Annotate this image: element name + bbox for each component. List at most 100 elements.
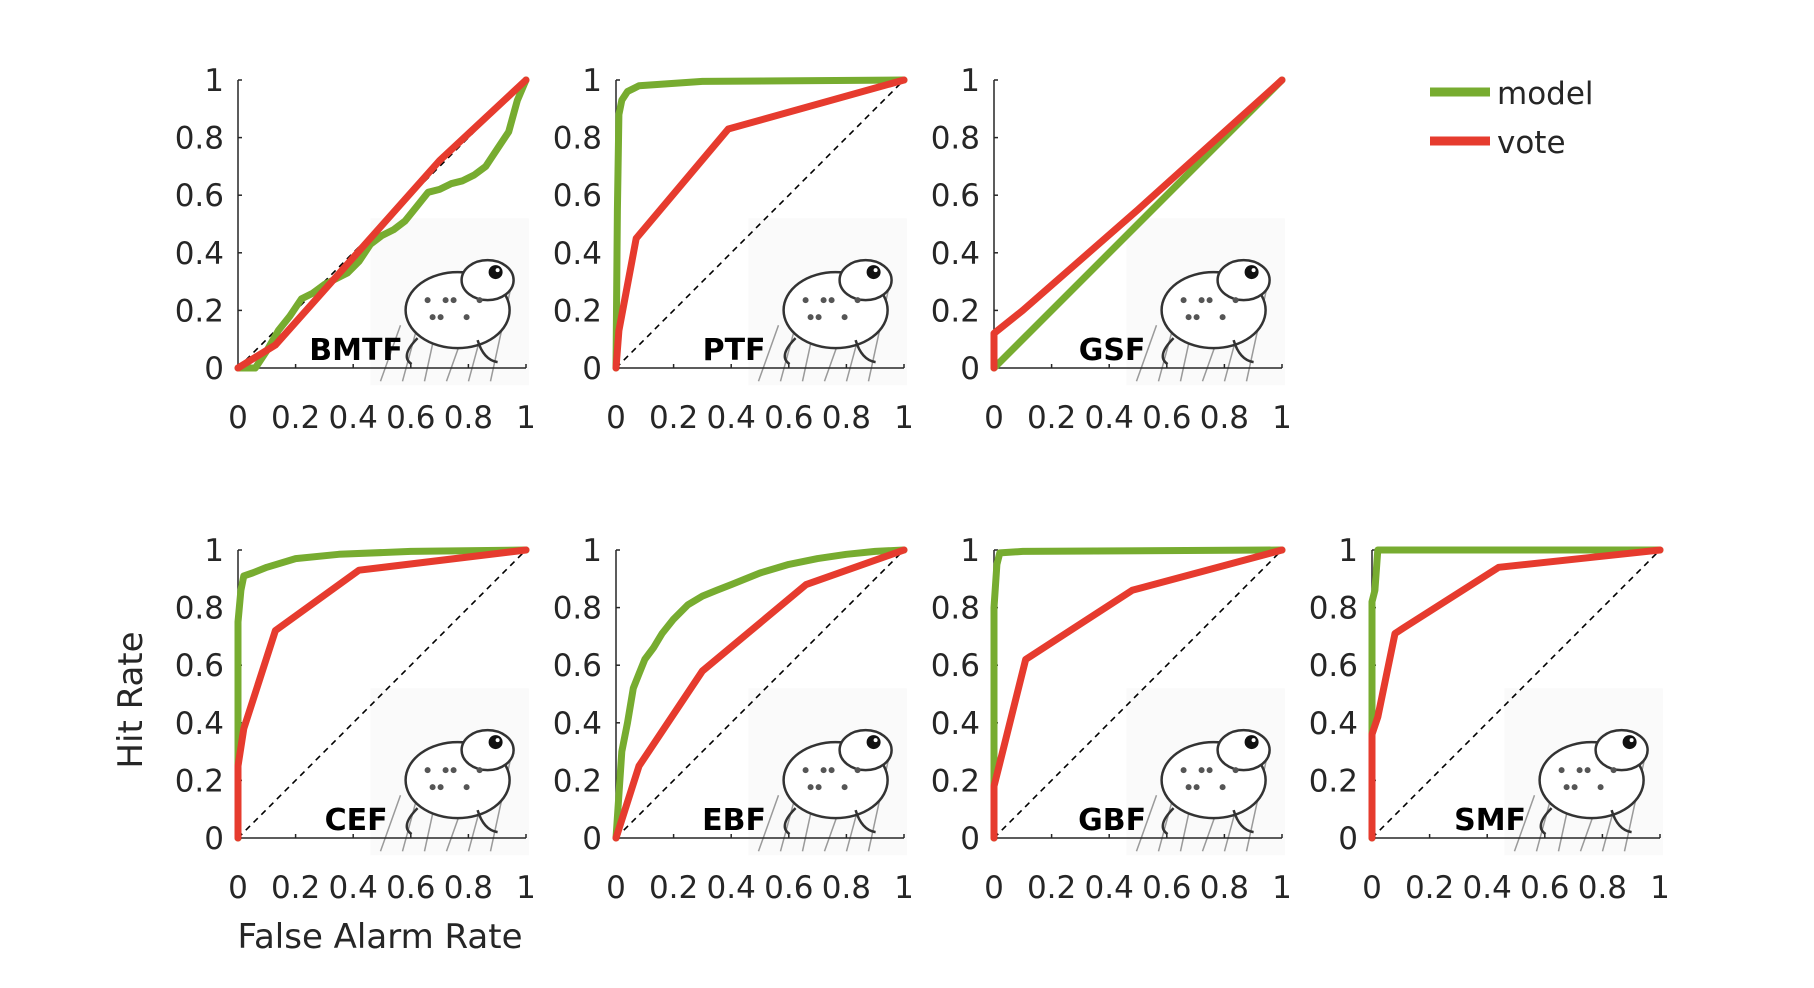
x-tick-label: 0.6 — [764, 400, 813, 436]
y-tick-label: 0.2 — [553, 293, 602, 329]
y-tick-label: 0 — [204, 821, 224, 857]
x-tick-label: 1 — [894, 870, 914, 906]
legend: model vote — [1430, 76, 1594, 161]
chance-diagonal — [615, 79, 905, 369]
y-tick-label: 0.6 — [175, 648, 224, 684]
panel-label: GSF — [1079, 333, 1146, 368]
y-tick-label: 0.6 — [175, 178, 224, 214]
x-tick-label: 0.2 — [1027, 400, 1076, 436]
frog-in-grass-icon — [370, 688, 529, 856]
y-tick-label: 0.2 — [175, 763, 224, 799]
x-tick-label: 1 — [1272, 870, 1292, 906]
x-tick-label: 0 — [984, 400, 1004, 436]
x-tick-label: 0.4 — [1463, 870, 1512, 906]
legend-label-vote: vote — [1497, 125, 1566, 161]
panel-label: EBF — [702, 803, 766, 838]
x-tick-label: 0.8 — [1200, 870, 1249, 906]
x-tick-label: 0.8 — [1578, 870, 1627, 906]
y-tick-label: 0.2 — [931, 293, 980, 329]
model-roc-curve — [1368, 546, 1664, 842]
vote-roc-curve — [1368, 546, 1664, 842]
y-tick-label: 0.2 — [175, 293, 224, 329]
x-tick-label: 0.4 — [707, 400, 756, 436]
y-tick-label: 0 — [582, 821, 602, 857]
y-tick-label: 1 — [1338, 533, 1358, 569]
y-tick-label: 0 — [582, 351, 602, 387]
x-tick-label: 0.8 — [822, 400, 871, 436]
panel-label: BMTF — [309, 333, 403, 368]
toad-icon — [1126, 688, 1285, 856]
x-tick-label: 0.8 — [444, 400, 493, 436]
x-tick-label: 0.8 — [1200, 400, 1249, 436]
y-tick-label: 0.6 — [1309, 648, 1358, 684]
x-tick-label: 0 — [606, 400, 626, 436]
legend-label-model: model — [1497, 76, 1594, 112]
bullfrog-icon — [748, 688, 907, 856]
model-roc-curve — [234, 546, 530, 842]
y-tick-label: 0.8 — [175, 591, 224, 627]
x-tick-label: 0.6 — [1142, 870, 1191, 906]
x-tick-label: 0.4 — [1085, 400, 1134, 436]
vote-roc-curve — [612, 76, 908, 372]
x-axis-label: False Alarm Rate — [238, 917, 523, 957]
chance-diagonal — [615, 549, 905, 839]
chance-diagonal — [993, 549, 1283, 839]
x-tick-label: 0 — [1362, 870, 1382, 906]
vote-roc-curve — [990, 546, 1286, 842]
y-tick-label: 0.4 — [553, 236, 602, 272]
x-tick-label: 0.4 — [707, 870, 756, 906]
y-tick-label: 1 — [960, 533, 980, 569]
vote-roc-curve — [234, 546, 530, 842]
y-tick-label: 0.6 — [931, 178, 980, 214]
x-tick-label: 1 — [516, 400, 536, 436]
panel-label: GBF — [1078, 803, 1146, 838]
y-tick-label: 1 — [582, 63, 602, 99]
y-tick-label: 0.8 — [931, 121, 980, 157]
y-axis-label: Hit Rate — [111, 631, 151, 768]
x-tick-label: 0 — [228, 870, 248, 906]
chance-diagonal — [1371, 549, 1661, 839]
x-tick-label: 0 — [606, 870, 626, 906]
x-tick-label: 0.6 — [764, 870, 813, 906]
y-tick-label: 0.4 — [931, 706, 980, 742]
x-tick-label: 0.4 — [329, 870, 378, 906]
panel-label: PTF — [703, 333, 766, 368]
x-tick-label: 0.4 — [329, 400, 378, 436]
x-tick-label: 0.6 — [1142, 400, 1191, 436]
x-tick-label: 0.2 — [271, 870, 320, 906]
y-tick-label: 1 — [582, 533, 602, 569]
y-tick-label: 0.6 — [553, 648, 602, 684]
y-tick-label: 0.2 — [1309, 763, 1358, 799]
x-tick-label: 0.2 — [649, 870, 698, 906]
y-tick-label: 0.8 — [175, 121, 224, 157]
y-tick-label: 0.8 — [931, 591, 980, 627]
y-tick-label: 0 — [1338, 821, 1358, 857]
chance-diagonal — [237, 549, 527, 839]
model-roc-curve — [990, 76, 1286, 372]
y-tick-label: 0.4 — [931, 236, 980, 272]
y-tick-label: 0.8 — [553, 591, 602, 627]
vote-roc-curve — [234, 76, 530, 372]
y-tick-label: 1 — [960, 63, 980, 99]
vote-roc-curve — [990, 76, 1286, 372]
y-tick-label: 0.4 — [1309, 706, 1358, 742]
model-roc-curve — [990, 546, 1286, 842]
y-tick-label: 0 — [204, 351, 224, 387]
y-tick-label: 0 — [960, 821, 980, 857]
x-tick-label: 0.2 — [271, 400, 320, 436]
x-tick-label: 1 — [1272, 400, 1292, 436]
y-tick-label: 1 — [204, 533, 224, 569]
y-tick-label: 0.4 — [553, 706, 602, 742]
panel-label: CEF — [325, 803, 388, 838]
x-tick-label: 0.6 — [1520, 870, 1569, 906]
y-tick-label: 0.6 — [931, 648, 980, 684]
x-tick-label: 1 — [894, 400, 914, 436]
striped-frog-icon — [1504, 688, 1663, 856]
x-tick-label: 0 — [228, 400, 248, 436]
